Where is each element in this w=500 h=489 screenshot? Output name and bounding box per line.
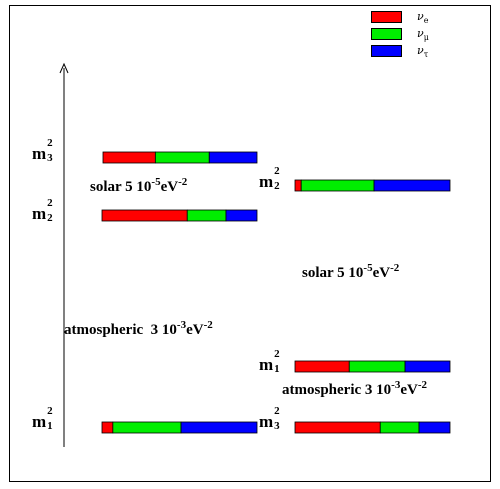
legend-swatch-nu-mu [371,28,402,40]
left-m1-nu-e-segment [101,421,114,434]
left-m1-nu-mu-segment [112,421,182,434]
legend-label-nu-tau: ντ [417,44,429,60]
right-m1-nu-e-segment [294,360,350,373]
right-m3-nu-e-segment [294,421,381,434]
legend-label-nu-mu: νμ [417,27,429,43]
mass-axis-arrowhead [59,62,69,74]
right-m2-nu-e-segment [294,179,302,192]
left-m2-nu-mu-segment [186,209,227,222]
right-m2-nu-mu-segment [300,179,375,192]
left-m3-nu-e-segment [102,151,156,164]
left-solar-gap-label: solar 5 10-5eV-2 [90,176,188,195]
diagram-frame [9,5,491,482]
legend-swatch-nu-e [371,11,402,23]
left-m1-nu-tau-segment [180,421,258,434]
right-m2-nu-tau-segment [373,179,451,192]
level-bars [101,151,451,434]
legend-label-nu-e: νe [417,10,429,26]
right-atmospheric-gap-label: atmospheric 3 10-3eV-2 [282,379,427,398]
right-m1-nu-tau-segment [404,360,451,373]
left-atmospheric-gap-label: atmospheric 3 10-3eV-2 [64,319,213,338]
right-m3-nu-tau-segment [418,421,451,434]
left-m3-nu-tau-segment [208,151,258,164]
left-m3-nu-mu-segment [154,151,210,164]
right-m1-nu-mu-segment [348,360,406,373]
legend-swatch-nu-tau [371,45,402,57]
right-m3-nu-mu-segment [379,421,420,434]
left-m2-nu-tau-segment [225,209,258,222]
left-m2-nu-e-segment [101,209,188,222]
right-solar-gap-label: solar 5 10-5eV-2 [302,262,400,281]
mass-axis [59,62,69,447]
